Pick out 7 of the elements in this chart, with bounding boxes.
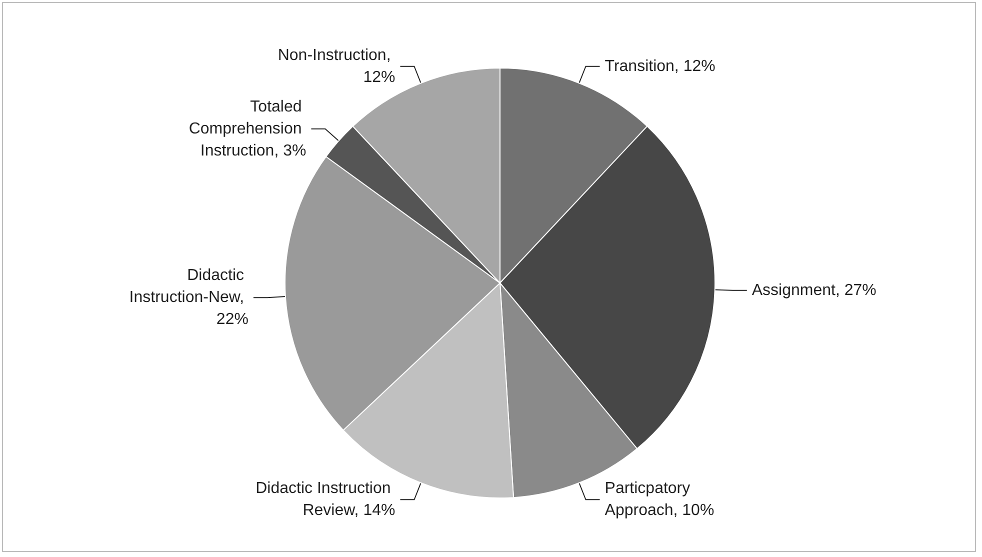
slice-label: Transition, 12% — [604, 58, 716, 75]
slice-label: Didactic Instruction Review, 14% — [256, 480, 396, 520]
slice-label: Assignment, 27% — [752, 282, 876, 299]
slice-label: Particpatory Approach, 10% — [604, 480, 714, 520]
slice-label: Didactic Instruction-New, 22% — [129, 267, 248, 328]
slice-label: Non-Instruction, 12% — [278, 46, 396, 86]
slice-label: Totaled Comprehension Instruction, 3% — [188, 98, 306, 160]
